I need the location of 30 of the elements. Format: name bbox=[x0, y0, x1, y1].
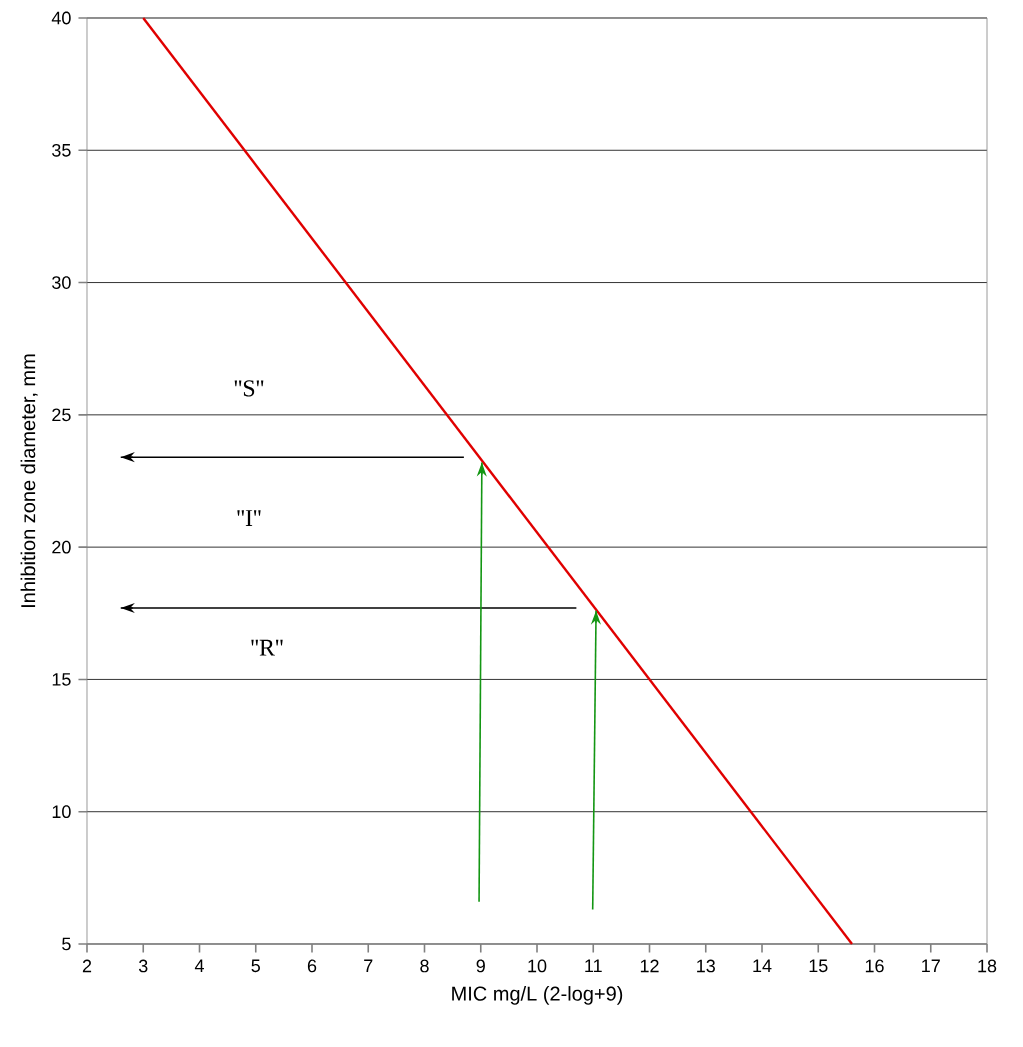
y-tick-label: 15 bbox=[52, 673, 71, 686]
y-tick-label: 40 bbox=[51, 11, 71, 25]
y-tick-label: 25 bbox=[52, 408, 71, 422]
annotation: ''R'' bbox=[251, 639, 283, 656]
x-tick-label: 16 bbox=[865, 959, 884, 973]
x-axis-title: MIC mg/L (2-log+9) bbox=[452, 986, 623, 1005]
x-tick-label: 18 bbox=[978, 959, 997, 973]
y-tick-label: 20 bbox=[52, 540, 71, 554]
y-tick-label: 10 bbox=[52, 805, 71, 819]
x-tick-label: 5 bbox=[251, 959, 260, 973]
x-tick-label: 12 bbox=[640, 959, 659, 973]
y-axis-title: Inhibition zone diameter, mm bbox=[20, 354, 38, 607]
x-tick-label: 10 bbox=[528, 959, 547, 973]
y-tick-label: 5 bbox=[62, 937, 71, 951]
x-tick-label: 8 bbox=[420, 959, 429, 973]
x-tick-label: 17 bbox=[922, 959, 940, 972]
x-tick-label: 7 bbox=[364, 959, 373, 972]
x-tick-label: 11 bbox=[585, 959, 602, 972]
y-tick-label: 30 bbox=[52, 276, 71, 289]
x-tick-label: 14 bbox=[753, 959, 772, 972]
x-tick-label: 3 bbox=[138, 959, 148, 973]
y-tick-label: 35 bbox=[52, 143, 71, 157]
x-tick-label: 4 bbox=[194, 959, 204, 972]
x-tick-label: 6 bbox=[307, 959, 317, 973]
annotation: ''S'' bbox=[234, 380, 264, 397]
x-tick-label: 13 bbox=[697, 959, 715, 973]
annotation: ''I'' bbox=[237, 510, 261, 526]
x-tick-label: 15 bbox=[809, 959, 828, 973]
x-tick-label: 9 bbox=[476, 959, 485, 973]
x-tick-label: 2 bbox=[82, 959, 92, 973]
